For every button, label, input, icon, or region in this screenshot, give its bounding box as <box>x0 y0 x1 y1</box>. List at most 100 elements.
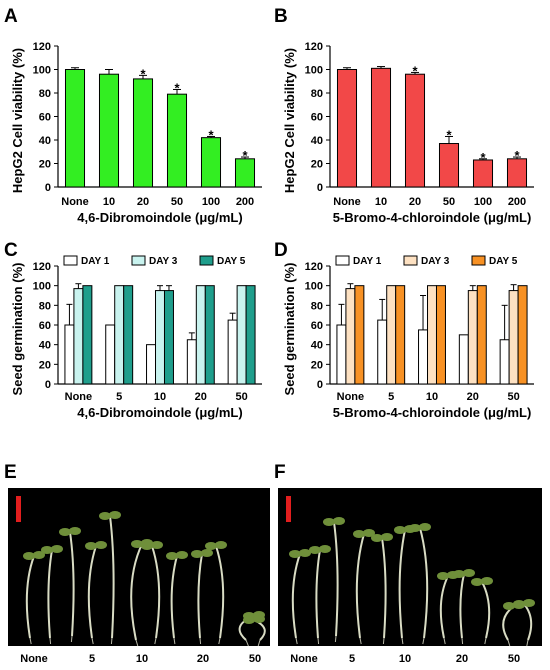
x-tick-label-d-1: 5 <box>388 391 394 403</box>
sprout-leaf-f-9 <box>471 578 483 586</box>
x-tick-label-b-5: 200 <box>508 196 526 208</box>
y-tick-label-b: 0 <box>317 182 323 194</box>
sprout-leaf-e-11 <box>243 616 255 624</box>
bar-c-1-s1 <box>114 285 125 385</box>
bar-c-2-s2 <box>163 290 174 385</box>
sprout-stem-f-6 <box>419 527 429 639</box>
y-tick-label-c: 20 <box>39 359 51 371</box>
legend-label-c-1: DAY 3 <box>149 256 178 267</box>
y-tick-label-a: 0 <box>45 182 51 194</box>
bar-c-0-s2 <box>82 285 93 385</box>
sprout-root-e-8 <box>199 637 202 645</box>
sprout-leaf-e-8b <box>201 549 213 557</box>
sprout-leaf-e-4 <box>99 512 111 520</box>
bar-d-2-s0 <box>418 329 429 385</box>
bar-b-2 <box>404 73 426 188</box>
x-tick-label-c-0: None <box>65 391 93 403</box>
legend-label-d-0: DAY 1 <box>353 256 382 267</box>
sprout-root-f-11 <box>526 639 529 647</box>
sprout-stem-e-2 <box>69 531 75 637</box>
y-tick-label-a: 40 <box>39 135 51 147</box>
x-tick-label-b-2: 20 <box>409 196 421 208</box>
bar-b-1 <box>370 67 392 188</box>
sprout-stem-e-4 <box>109 515 115 639</box>
sprout-stem-f-3 <box>355 533 365 639</box>
sprout-leaf-e-1b <box>51 545 63 553</box>
bar-c-0-s0 <box>64 324 75 385</box>
bar-a-3 <box>166 93 188 188</box>
scale-bar-f <box>286 496 291 522</box>
chart-d-seed-germination: 0 20 40 60 80 100 120 None 5 10 20 50 5-Bromo-4-chlo… <box>282 255 534 420</box>
sprout-leaf-f-10 <box>503 602 515 610</box>
bar-d-2-s1 <box>427 285 437 385</box>
photo-background-e <box>8 488 270 646</box>
x-axis-title-c: 4,6-Dibromoindole (μg/mL) <box>77 405 242 420</box>
x-tick-label-c-4: 50 <box>235 391 247 403</box>
sprout-stem-f-11 <box>523 603 533 641</box>
x-tick-label-a-4: 100 <box>202 196 220 208</box>
sprout-leaf-f-6b <box>419 523 431 531</box>
sprout-root-f-4 <box>382 637 385 645</box>
bar-d-3-s1 <box>467 290 478 385</box>
sprout-leaf-f-4b <box>381 533 393 541</box>
x-tick-label-a-5: 200 <box>236 196 254 208</box>
bar-d-3-s2 <box>476 285 487 385</box>
panel-letter-b: B <box>274 6 288 27</box>
photo-label-f-4: 50 <box>508 653 520 665</box>
x-tick-label-a-3: 50 <box>171 196 183 208</box>
sprout-stem-e-6 <box>151 545 161 639</box>
sprout-leaf-f-3 <box>353 530 365 538</box>
significance-star-b-5: * <box>514 148 520 163</box>
x-tick-label-a-2: 20 <box>137 196 149 208</box>
bar-d-0-s2 <box>354 285 365 385</box>
bar-d-1-s1 <box>386 285 397 385</box>
sprout-root-f-1 <box>317 637 320 645</box>
sprout-root-f-6 <box>422 637 425 645</box>
legend-label-d-1: DAY 3 <box>421 256 450 267</box>
bar-d-2-s2 <box>435 285 446 385</box>
sprout-stem-e-0 <box>25 555 35 639</box>
y-tick-label-c: 100 <box>33 281 51 293</box>
sprout-leaf-f-2 <box>323 518 335 526</box>
panel-letter-c: C <box>4 240 18 261</box>
photo-label-e-4: 50 <box>249 653 261 665</box>
y-tick-label-d: 100 <box>305 281 323 293</box>
y-tick-label-c: 80 <box>39 300 51 312</box>
bar-c-3-s1 <box>195 285 206 385</box>
sprout-stem-f-5 <box>398 529 406 639</box>
significance-star-a-5: * <box>242 148 248 163</box>
legend-label-c-2: DAY 5 <box>217 256 246 267</box>
x-axis-title-b: 5-Bromo-4-chloroindole (μg/mL) <box>333 210 532 225</box>
significance-star-b-3: * <box>446 127 452 142</box>
sprout-leaf-f-9b <box>481 577 493 585</box>
sprout-leaf-e-5 <box>131 540 143 548</box>
sprout-root-e-9 <box>218 637 221 645</box>
y-tick-label-a: 100 <box>33 65 51 77</box>
bar-a-2 <box>132 78 154 188</box>
sprout-root-e-2 <box>70 635 73 643</box>
bar-c-4-s0 <box>227 319 238 385</box>
sprout-root-e-11 <box>257 639 261 647</box>
sprout-leaf-e-4b <box>109 511 121 519</box>
bar-c-0-s1 <box>73 288 84 385</box>
photo-e-seedlings: None 5 10 20 50 <box>8 488 270 665</box>
y-tick-label-d: 60 <box>311 320 323 332</box>
y-tick-label-c: 120 <box>33 261 51 273</box>
sprout-leaf-e-7 <box>166 552 178 560</box>
photo-label-e-3: 20 <box>197 653 209 665</box>
sprout-root-f-8 <box>461 637 464 645</box>
sprout-root-f-2 <box>334 635 337 643</box>
y-tick-label-d: 0 <box>317 379 323 391</box>
bar-d-1-s0 <box>377 319 388 385</box>
bar-c-4-s1 <box>236 285 247 385</box>
bar-d-4-s0 <box>499 339 510 385</box>
x-axis-title-a: 4,6-Dibromoindole (μg/mL) <box>77 210 242 225</box>
y-tick-label-a: 120 <box>33 41 51 53</box>
sprout-root-f-3 <box>359 637 362 645</box>
sprout-stem-e-9 <box>215 545 225 639</box>
x-tick-label-d-0: None <box>337 391 365 403</box>
sprout-root-e-1 <box>49 637 52 645</box>
legend-swatch-c-2 <box>199 255 214 266</box>
y-tick-label-b: 100 <box>305 65 323 77</box>
